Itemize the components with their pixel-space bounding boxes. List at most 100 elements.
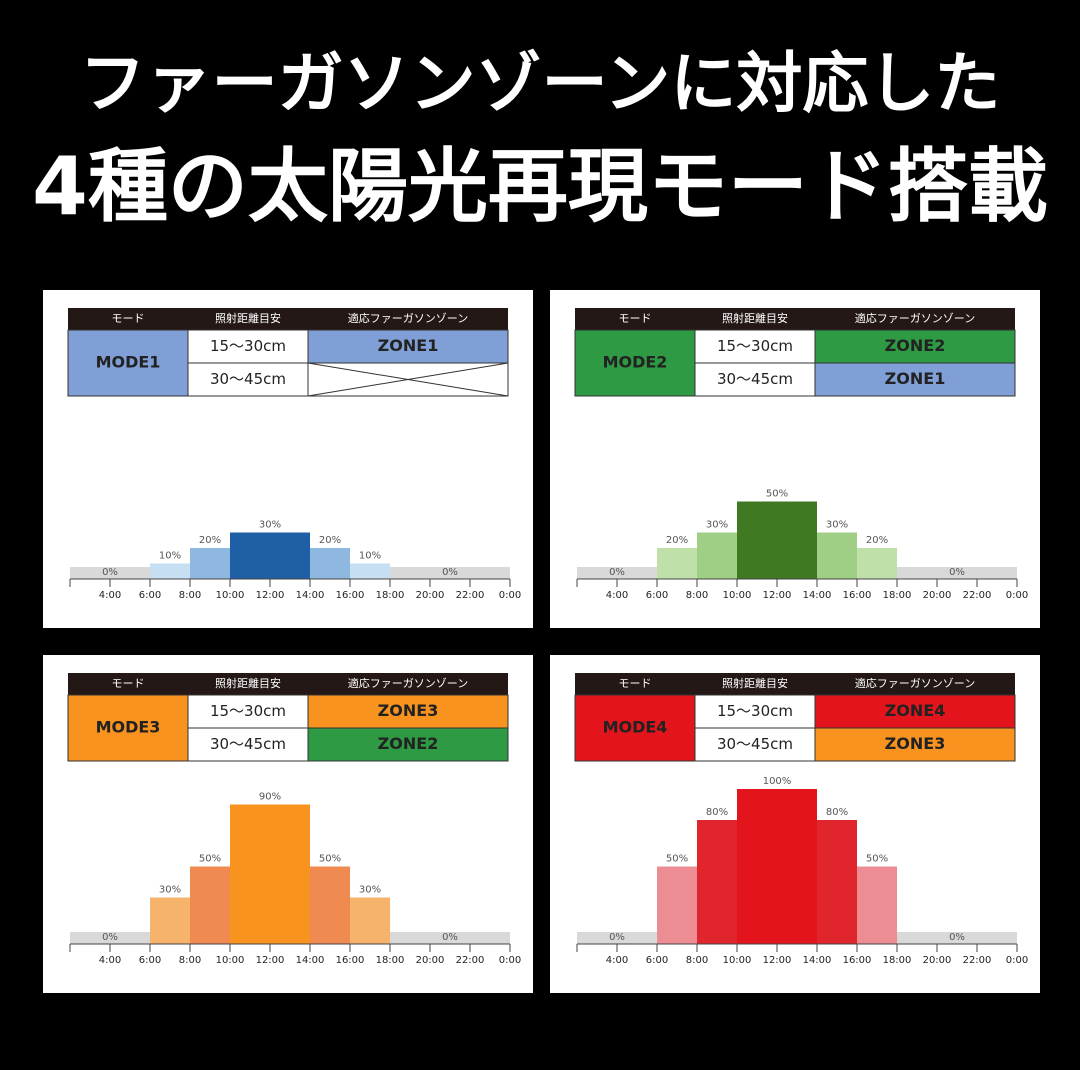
- value-label: 100%: [763, 776, 792, 787]
- bar: [737, 789, 817, 944]
- value-label: 20%: [319, 535, 341, 546]
- distance-label: 30〜45cm: [717, 735, 793, 753]
- bar: [310, 866, 350, 944]
- panel: モード 照射距離目安 適応ファーガソンゾーン MODE3 15〜30cm ZONE3 30〜…: [43, 655, 533, 993]
- column-header: 適応ファーガソンゾーン: [855, 676, 975, 690]
- table-header: [575, 673, 1015, 695]
- value-label: 30%: [826, 520, 848, 531]
- x-tick-label: 10:00: [216, 590, 245, 601]
- value-label: 0%: [949, 567, 965, 578]
- zone-label: ZONE4: [885, 701, 946, 720]
- bar: [657, 548, 697, 579]
- distance-cell: [187, 694, 309, 729]
- x-tick-label: 6:00: [139, 955, 161, 966]
- x-tick-label: 10:00: [723, 590, 752, 601]
- bar: [230, 532, 310, 579]
- x-tick-label: 14:00: [296, 955, 325, 966]
- distance-cell: [187, 329, 309, 364]
- x-tick-label: 20:00: [416, 590, 445, 601]
- column-header: 適応ファーガソンゾーン: [855, 311, 975, 325]
- panel: モード 照射距離目安 適応ファーガソンゾーン MODE2 15〜30cm ZONE2 30〜…: [550, 290, 1040, 628]
- value-label: 30%: [706, 520, 728, 531]
- column-header: 適応ファーガソンゾーン: [348, 311, 468, 325]
- x-tick-label: 16:00: [336, 955, 365, 966]
- x-tick-label: 14:00: [803, 590, 832, 601]
- zone-cell: [307, 727, 509, 762]
- value-label: 50%: [866, 854, 888, 865]
- bar: [857, 548, 897, 579]
- x-tick-label: 4:00: [99, 955, 121, 966]
- zone-cell: [814, 694, 1016, 729]
- x-tick-label: 20:00: [416, 955, 445, 966]
- bar: [190, 548, 230, 579]
- value-label: 50%: [319, 854, 341, 865]
- x-tick-label: 14:00: [296, 590, 325, 601]
- x-tick-label: 22:00: [456, 955, 485, 966]
- value-label: 0%: [102, 932, 118, 943]
- distance-cell: [694, 329, 816, 364]
- value-label: 50%: [666, 854, 688, 865]
- distance-cell: [694, 727, 816, 762]
- bar: [817, 532, 857, 579]
- mode-cell: [574, 694, 696, 762]
- x-tick-label: 8:00: [686, 590, 708, 601]
- value-label: 0%: [609, 932, 625, 943]
- value-label: 20%: [866, 535, 888, 546]
- mode-label: MODE2: [603, 353, 668, 372]
- x-tick-label: 12:00: [256, 955, 285, 966]
- distance-cell: [187, 727, 309, 762]
- x-tick-label: 4:00: [606, 955, 628, 966]
- x-tick-label: 0:00: [499, 955, 521, 966]
- headline: 4種の太陽光再現モード搭載: [32, 140, 1048, 233]
- x-tick-label: 18:00: [376, 590, 405, 601]
- bar: [697, 532, 737, 579]
- zone-cell: [307, 329, 509, 364]
- value-label: 0%: [102, 567, 118, 578]
- bar: [350, 563, 390, 579]
- x-tick-label: 18:00: [883, 590, 912, 601]
- column-header: 照射距離目安: [722, 311, 788, 325]
- x-tick-label: 20:00: [923, 955, 952, 966]
- x-tick-label: 22:00: [963, 955, 992, 966]
- value-label: 0%: [442, 567, 458, 578]
- column-header: モード: [112, 312, 145, 325]
- zone-cell: [814, 727, 1016, 762]
- x-tick-label: 14:00: [803, 955, 832, 966]
- x-tick-label: 10:00: [723, 955, 752, 966]
- distance-cell: [694, 362, 816, 397]
- bar: [350, 897, 390, 944]
- value-label: 50%: [199, 854, 221, 865]
- zone-label: ZONE2: [378, 734, 439, 753]
- mode-label: MODE1: [96, 353, 161, 372]
- column-header: 照射距離目安: [722, 676, 788, 690]
- bar: [190, 866, 230, 944]
- bar: [310, 548, 350, 579]
- panel: モード 照射距離目安 適応ファーガソンゾーン MODE1 15〜30cm ZONE1 30〜…: [43, 290, 533, 628]
- bar: [657, 866, 697, 944]
- value-label: 20%: [666, 535, 688, 546]
- zone-cell: [814, 362, 1016, 397]
- x-tick-label: 12:00: [256, 590, 285, 601]
- x-tick-label: 8:00: [686, 955, 708, 966]
- x-tick-label: 6:00: [646, 590, 668, 601]
- x-tick-label: 16:00: [336, 590, 365, 601]
- zone-label: ZONE3: [378, 701, 439, 720]
- bar: [857, 866, 897, 944]
- x-tick-label: 18:00: [883, 955, 912, 966]
- value-label: 0%: [609, 567, 625, 578]
- value-label: 80%: [706, 807, 728, 818]
- column-header: 照射距離目安: [215, 311, 281, 325]
- distance-label: 15〜30cm: [717, 337, 793, 355]
- mode-label: MODE3: [96, 718, 161, 737]
- cross: [307, 362, 509, 397]
- mode-cell: [574, 329, 696, 397]
- value-label: 20%: [199, 535, 221, 546]
- x-tick-label: 6:00: [646, 955, 668, 966]
- x-tick-label: 22:00: [456, 590, 485, 601]
- distance-label: 30〜45cm: [210, 370, 286, 388]
- x-tick-label: 4:00: [606, 590, 628, 601]
- x-tick-label: 0:00: [1006, 590, 1028, 601]
- x-tick-label: 8:00: [179, 955, 201, 966]
- distance-label: 30〜45cm: [210, 735, 286, 753]
